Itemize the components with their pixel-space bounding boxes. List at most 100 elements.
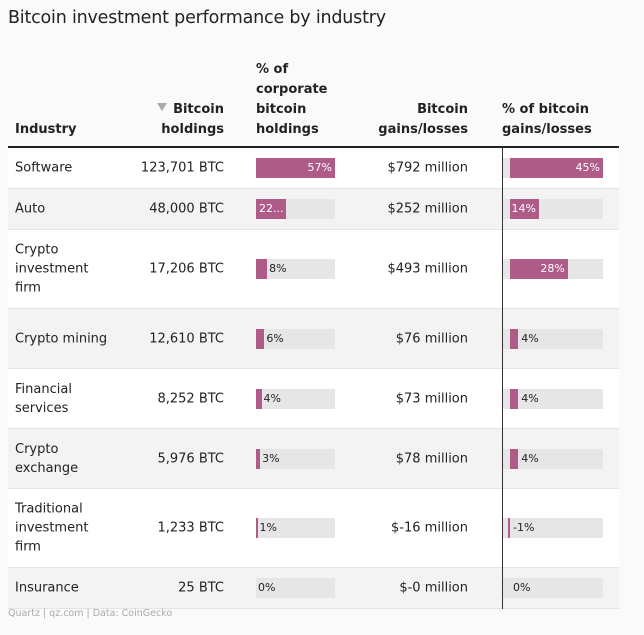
- pct-holdings-bar: [256, 518, 258, 538]
- pct-gains-track: 4%: [503, 388, 603, 409]
- pct-holdings-track: 6%: [256, 328, 335, 349]
- pct-holdings-label: 57%: [307, 161, 332, 174]
- pct-gains-bar: [510, 448, 519, 469]
- pct-holdings-label: 0%: [258, 581, 276, 594]
- table-row: Auto 48,000 BTC 22... $252 million 14%: [8, 189, 619, 230]
- pct-gains-track: 0%: [503, 578, 603, 598]
- pct-holdings-label: 3%: [262, 451, 280, 465]
- table-row: Financial services 8,252 BTC 4% $73 million…: [8, 369, 619, 429]
- pct-holdings-label: 4%: [263, 391, 281, 405]
- pct-holdings-track: 57%: [256, 158, 335, 178]
- chart-title: Bitcoin investment performance by indust…: [8, 8, 386, 28]
- holdings-cell: 123,701 BTC: [140, 160, 224, 176]
- pct-gains-track: -1%: [503, 518, 603, 538]
- pct-gains-bar: [510, 259, 568, 279]
- pct-gains-track: 14%: [503, 199, 603, 219]
- pct-gains-bar: [510, 158, 603, 178]
- industry-cell: Crypto investment firm: [15, 242, 89, 296]
- table-row: Crypto investment firm 17,206 BTC 8% $493 m…: [8, 230, 619, 309]
- pct-gains-label: -1%: [513, 521, 535, 534]
- industry-cell: Software: [15, 160, 73, 176]
- header-pct-line2: corporate: [256, 82, 328, 97]
- holdings-cell: 1,233 BTC: [157, 520, 224, 536]
- gains-cell: $-0 million: [399, 580, 468, 596]
- gains-cell: $792 million: [387, 160, 468, 176]
- table-row: Insurance 25 BTC 0% $-0 million 0%: [8, 568, 619, 609]
- holdings-cell: 12,610 BTC: [149, 331, 224, 346]
- pct-gains-label: 0%: [513, 581, 531, 594]
- gains-zero-axis: [502, 148, 503, 609]
- header-gains-line1: Bitcoin: [417, 102, 468, 117]
- header-pct-line3: bitcoin: [256, 102, 307, 117]
- table-header: Industry Bitcoin holdings % of corporate…: [8, 54, 618, 146]
- pct-holdings-track: 8%: [256, 259, 335, 279]
- gains-cell: $76 million: [395, 331, 468, 346]
- pct-gains-label: 14%: [511, 202, 536, 215]
- pct-gains-track: 4%: [503, 448, 603, 469]
- pct-gains-bar: [510, 328, 519, 349]
- industry-cell: Traditional investment firm: [15, 501, 89, 555]
- gains-cell: $73 million: [395, 391, 468, 406]
- pct-holdings-bar: [256, 259, 268, 279]
- header-industry[interactable]: Industry: [15, 120, 115, 140]
- header-bitcoin-holdings[interactable]: Bitcoin holdings: [128, 100, 224, 140]
- gains-cell: $78 million: [395, 451, 468, 466]
- holdings-cell: 8,252 BTC: [157, 391, 224, 406]
- header-pct-corporate-holdings[interactable]: % of corporate bitcoin holdings: [256, 60, 366, 140]
- pct-holdings-label: 6%: [266, 331, 284, 345]
- pct-gains-track: 28%: [503, 259, 603, 279]
- pct-holdings-label: 1%: [259, 521, 277, 534]
- pct-holdings-track: 1%: [256, 518, 335, 538]
- pct-holdings-track: 22...: [256, 199, 335, 219]
- pct-gains-label: 28%: [540, 262, 565, 275]
- pct-holdings-bar: [256, 199, 287, 219]
- industry-cell: Insurance: [15, 580, 79, 596]
- gains-cell: $252 million: [387, 201, 468, 217]
- header-holdings-word1: Bitcoin: [173, 102, 224, 117]
- header-holdings-line2: holdings: [161, 122, 224, 137]
- table-row: Software 123,701 BTC 57% $792 million 45%: [8, 148, 619, 189]
- header-holdings-line1: Bitcoin: [128, 100, 224, 120]
- pct-holdings-bar: [256, 328, 265, 349]
- sort-descending-icon: [157, 103, 168, 111]
- header-bitcoin-gains[interactable]: Bitcoin gains/losses: [368, 100, 468, 140]
- industry-cell: Crypto exchange: [15, 441, 79, 476]
- gains-cell: $-16 million: [391, 520, 468, 536]
- pct-holdings-label: 22...: [259, 202, 284, 215]
- pct-gains-label: 4%: [521, 391, 539, 405]
- pct-gains-track: 4%: [503, 328, 603, 349]
- header-pct-gains[interactable]: % of bitcoin gains/losses: [502, 100, 622, 140]
- pct-holdings-track: 4%: [256, 388, 335, 409]
- pct-gains-bar: [510, 199, 539, 219]
- gains-cell: $493 million: [387, 261, 468, 277]
- holdings-cell: 5,976 BTC: [157, 451, 224, 466]
- header-pct-line1: % of: [256, 62, 289, 77]
- header-industry-text: Industry: [15, 122, 77, 137]
- pct-holdings-bar: [256, 388, 262, 409]
- header-pct-line4: holdings: [256, 122, 319, 137]
- source-credit: Quartz | qz.com | Data: CoinGecko: [8, 608, 173, 619]
- pct-gains-track: 45%: [503, 158, 603, 178]
- pct-holdings-bar: [256, 448, 261, 469]
- industry-cell: Crypto mining: [15, 331, 108, 346]
- pct-holdings-label: 8%: [269, 262, 287, 275]
- table-body: Software 123,701 BTC 57% $792 million 45% Aut…: [8, 148, 619, 609]
- pct-holdings-track: 0%: [256, 578, 335, 598]
- header-rule: [8, 146, 619, 148]
- header-pctg-line1: % of bitcoin: [502, 102, 589, 117]
- table-row: Crypto mining 12,610 BTC 6% $76 million 4%: [8, 309, 619, 369]
- pct-holdings-track: 3%: [256, 448, 335, 469]
- holdings-cell: 25 BTC: [178, 580, 224, 596]
- table-row: Traditional investment firm 1,233 BTC 1% $-…: [8, 489, 619, 568]
- pct-holdings-bar: [256, 158, 335, 178]
- header-gains-line2: gains/losses: [378, 122, 468, 137]
- pct-gains-bar: [510, 388, 519, 409]
- pct-gains-bar: [507, 518, 510, 538]
- pct-gains-label: 45%: [575, 161, 600, 174]
- pct-gains-label: 4%: [521, 451, 539, 465]
- pct-gains-label: 4%: [521, 331, 539, 345]
- holdings-cell: 48,000 BTC: [149, 201, 224, 217]
- industry-cell: Auto: [15, 201, 46, 217]
- holdings-cell: 17,206 BTC: [149, 261, 224, 277]
